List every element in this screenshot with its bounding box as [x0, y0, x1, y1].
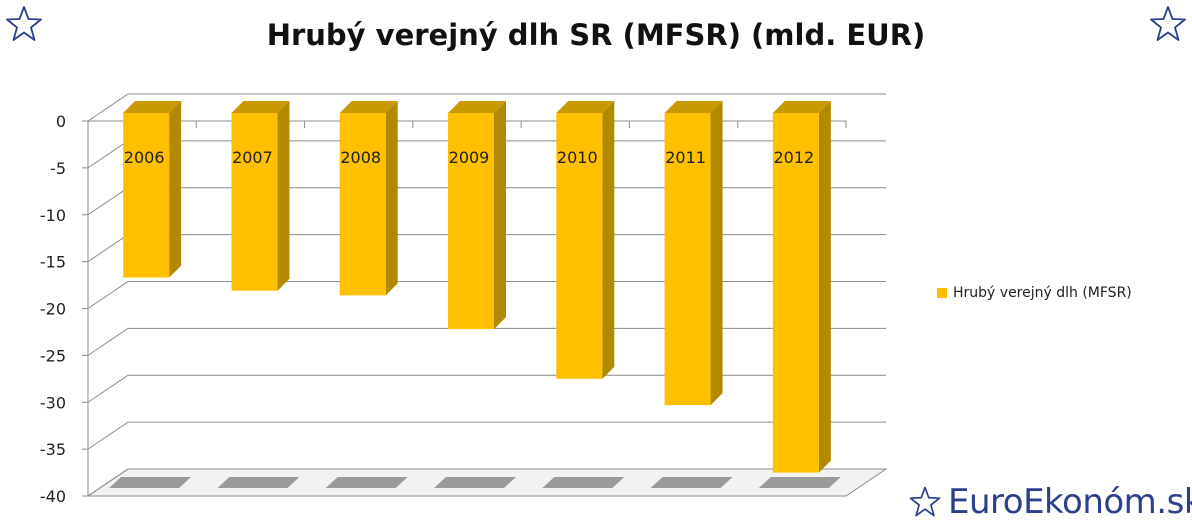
x-tick-label: 2009: [449, 148, 490, 167]
bar: [448, 113, 494, 330]
x-tick-label: 2011: [665, 148, 706, 167]
star-outline-icon: [6, 6, 42, 41]
y-tick-label: -20: [40, 300, 66, 319]
bar-top: [772, 101, 831, 113]
bar-top: [448, 101, 506, 113]
gridline: [87, 281, 886, 309]
bar-side: [710, 101, 723, 406]
floor-tile: [650, 477, 733, 488]
bar: [772, 113, 819, 473]
bar: [231, 113, 278, 291]
x-tick-label: 2008: [340, 148, 381, 167]
floor-tile: [325, 477, 408, 488]
y-tick-label: -25: [40, 346, 66, 365]
gridline: [87, 421, 886, 450]
y-tick-label: -10: [40, 206, 66, 225]
bar-top: [556, 101, 615, 113]
bar: [664, 113, 711, 406]
gridline: [87, 374, 886, 403]
legend-label: Hrubý verejný dlh (MFSR): [953, 285, 1132, 301]
gridline: [87, 327, 886, 356]
star-outline-icon: [909, 486, 941, 517]
x-tick-label: 2007: [232, 148, 273, 167]
brand-logo: EuroEkonóm.sk: [908, 482, 1192, 522]
bar-side: [602, 101, 615, 379]
bar-top: [339, 101, 398, 113]
bar-top: [231, 101, 290, 113]
y-tick-label: -5: [50, 159, 66, 178]
floor-tile: [109, 477, 192, 488]
legend-swatch: [937, 288, 947, 298]
bar-top: [664, 101, 723, 113]
y-tick-label: -30: [40, 393, 66, 412]
y-tick-label: -15: [40, 253, 66, 272]
bar-side: [818, 101, 831, 473]
floor-tile: [542, 477, 625, 488]
legend: Hrubý verejný dlh (MFSR): [937, 285, 1132, 301]
y-tick-label: -35: [40, 440, 66, 459]
gridline: [87, 93, 886, 122]
x-tick-label: 2012: [773, 148, 814, 167]
x-tick-label: 2006: [124, 148, 165, 167]
chart-title: Hrubý verejný dlh SR (MFSR) (mld. EUR): [266, 18, 926, 52]
gridline: [87, 468, 886, 497]
bar-top: [123, 101, 182, 113]
y-tick-label: -40: [40, 487, 66, 506]
bar: [339, 113, 386, 296]
bar: [556, 113, 603, 379]
brand-text: EuroEkonóm.sk: [948, 482, 1192, 522]
bar-side: [385, 101, 398, 296]
bar: [123, 113, 170, 278]
x-tick-label: 2010: [557, 148, 598, 167]
y-tick-label: 0: [56, 112, 66, 131]
star-outline-icon: [1150, 6, 1186, 41]
floor-tile: [434, 477, 516, 488]
bar-side: [277, 101, 290, 291]
bar-side: [494, 101, 506, 330]
bar-side: [169, 101, 182, 278]
floor-tile: [217, 477, 300, 488]
floor-tile: [758, 477, 841, 488]
